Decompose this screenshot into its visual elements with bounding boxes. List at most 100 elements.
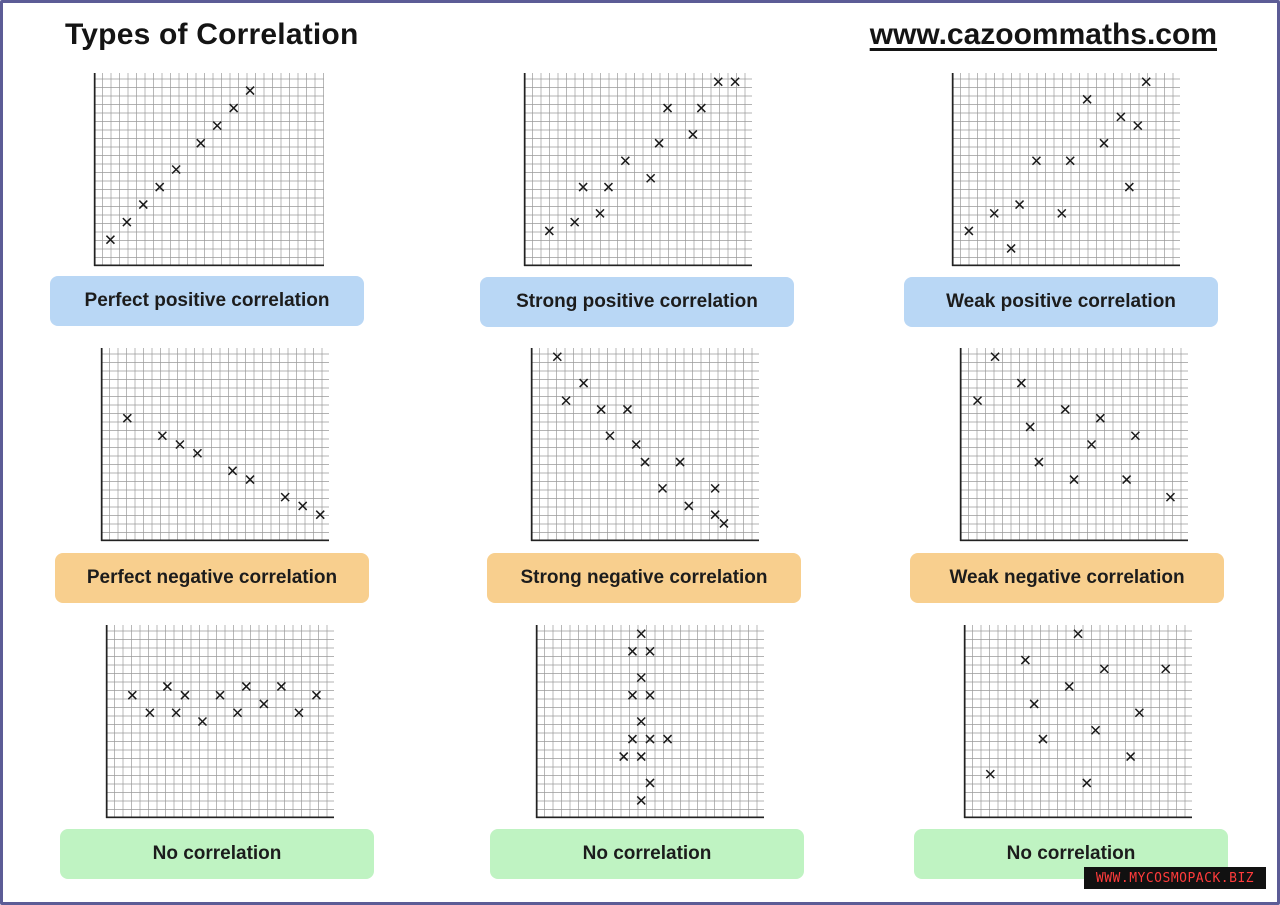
data-point — [1130, 431, 1140, 441]
data-point — [544, 226, 554, 236]
data-point — [1116, 112, 1126, 122]
data-point — [1126, 752, 1136, 762]
data-point — [138, 200, 148, 210]
axes — [535, 625, 764, 819]
website-link[interactable]: www.cazoommaths.com — [869, 18, 1217, 51]
data-point — [645, 646, 655, 656]
data-point — [640, 457, 650, 467]
data-point — [105, 235, 115, 245]
data-point — [1006, 243, 1016, 253]
data-point — [645, 690, 655, 700]
chart-weak-positive — [951, 73, 1180, 267]
chart-perfect-positive — [93, 73, 324, 267]
label-strong-positive: Strong positive correlation — [480, 277, 794, 327]
data-point — [311, 690, 321, 700]
page-title: Types of Correlation — [65, 18, 359, 51]
data-point — [684, 501, 694, 511]
data-point — [636, 752, 646, 762]
data-point — [622, 404, 632, 414]
data-point — [619, 752, 629, 762]
axes — [959, 348, 1188, 542]
grid — [523, 73, 752, 267]
label-perfect-negative: Perfect negative correlation — [55, 553, 369, 603]
data-point — [145, 708, 155, 718]
grid — [93, 73, 324, 267]
data-point — [315, 510, 325, 520]
data-point — [1099, 664, 1109, 674]
data-point — [276, 681, 286, 691]
data-point — [1091, 725, 1101, 735]
data-point — [578, 182, 588, 192]
data-point — [1034, 457, 1044, 467]
data-point — [1134, 708, 1144, 718]
data-point — [710, 483, 720, 493]
data-point — [1082, 94, 1092, 104]
data-point — [605, 431, 615, 441]
data-point — [1122, 475, 1132, 485]
watermark: WWW.MYCOSMOPACK.BIZ — [1084, 867, 1266, 889]
label-strong-negative: Strong negative correlation — [487, 553, 801, 603]
data-point — [1073, 629, 1083, 639]
data-point — [294, 708, 304, 718]
grid — [535, 625, 764, 819]
data-point — [603, 182, 613, 192]
data-point — [627, 646, 637, 656]
data-point — [620, 156, 630, 166]
data-point — [1095, 413, 1105, 423]
data-point — [688, 129, 698, 139]
data-point — [212, 121, 222, 131]
data-point — [1064, 681, 1074, 691]
data-point — [1029, 699, 1039, 709]
data-point — [180, 690, 190, 700]
data-point — [552, 352, 562, 362]
data-point — [259, 699, 269, 709]
data-point — [1031, 156, 1041, 166]
data-point — [658, 483, 668, 493]
data-point — [1087, 439, 1097, 450]
data-point — [636, 795, 646, 805]
data-point — [719, 518, 729, 528]
data-point — [579, 378, 589, 388]
data-point — [570, 217, 580, 227]
grid — [963, 625, 1192, 819]
data-point — [241, 681, 251, 691]
grid — [105, 625, 334, 819]
data-point — [171, 164, 181, 175]
data-point — [710, 510, 720, 520]
data-point — [215, 690, 225, 700]
grid — [959, 348, 1188, 542]
chart-weak-negative — [959, 348, 1188, 542]
label-perfect-positive: Perfect positive correlation — [50, 276, 364, 326]
data-point — [228, 466, 238, 476]
data-point — [595, 208, 605, 218]
data-point — [1060, 404, 1070, 414]
label-weak-negative: Weak negative correlation — [910, 553, 1224, 603]
data-point — [1069, 475, 1079, 485]
data-point — [197, 716, 207, 727]
data-point — [1082, 778, 1092, 788]
data-point — [1025, 422, 1035, 432]
label-weak-positive: Weak positive correlation — [904, 277, 1218, 327]
data-point — [162, 681, 172, 691]
chart-no-correlation-2 — [535, 625, 764, 819]
data-point — [985, 769, 995, 779]
data-point — [245, 475, 255, 485]
data-point — [171, 708, 181, 718]
data-point — [122, 413, 132, 423]
axes — [93, 73, 324, 267]
axes — [530, 348, 759, 542]
data-point — [122, 217, 132, 227]
chart-strong-negative — [530, 348, 759, 542]
data-point — [627, 690, 637, 700]
data-point — [964, 226, 974, 236]
data-point — [1141, 77, 1151, 87]
data-point — [636, 629, 646, 639]
data-point — [1065, 156, 1075, 166]
data-point — [645, 734, 655, 744]
data-point — [713, 77, 723, 87]
data-point — [1016, 378, 1026, 388]
axes — [100, 348, 329, 542]
data-point — [192, 448, 202, 458]
data-point — [298, 501, 308, 511]
data-point — [596, 404, 606, 414]
